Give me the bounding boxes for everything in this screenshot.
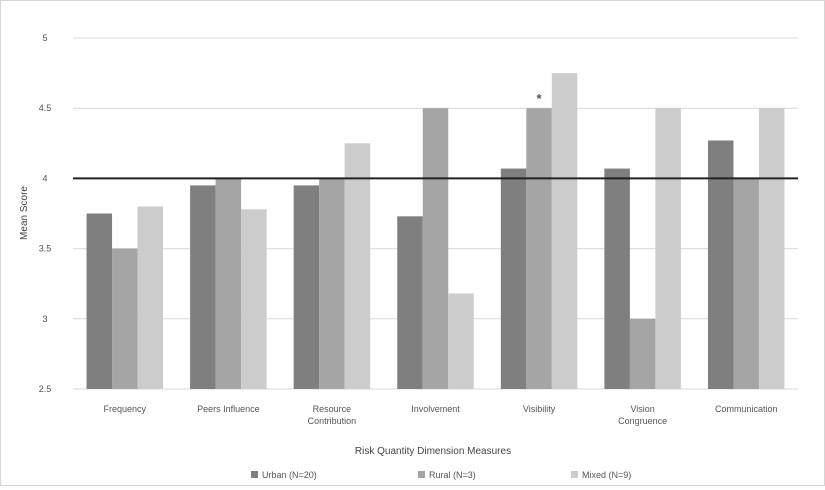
bar-rural-6: [733, 178, 759, 389]
legend-label: Rural (N=3): [429, 470, 476, 480]
legend-swatch: [571, 471, 578, 478]
bar-rural-0: [112, 248, 138, 389]
category-label: Vision Congruence: [618, 404, 667, 426]
category-label: Visibility: [523, 404, 556, 414]
bar-mixed-1: [241, 209, 267, 389]
y-axis-title: Mean Score: [19, 186, 30, 240]
category-label: Communication: [715, 404, 778, 414]
significance-marker: *: [537, 91, 543, 106]
bar-urban-5: [604, 168, 630, 389]
annotations: *: [537, 91, 543, 106]
category-label: Frequency: [104, 404, 147, 414]
legend-label: Urban (N=20): [262, 470, 317, 480]
y-tick-label: 3.5: [39, 244, 52, 254]
bar-mixed-2: [344, 143, 371, 389]
category-label: Peers Influence: [197, 404, 260, 414]
bar-mixed-6: [758, 108, 785, 389]
bar-rural-3: [422, 108, 449, 389]
bar-urban-2: [293, 185, 320, 389]
legend-swatch: [418, 471, 425, 478]
category-label: Involvement: [411, 404, 460, 414]
legend-swatch: [251, 471, 258, 478]
category-label: Resource Contribution: [308, 404, 357, 426]
bar-urban-1: [190, 185, 216, 389]
legend-label: Mixed (N=9): [582, 470, 631, 480]
bar-mixed-0: [137, 206, 164, 389]
bars: [86, 73, 785, 389]
bar-urban-3: [397, 216, 423, 389]
y-axis-ticks: 2.5 3 3.5 4 4.5 5: [39, 33, 52, 394]
y-tick-label: 3: [42, 314, 47, 324]
bar-urban-6: [707, 140, 734, 389]
bar-rural-1: [215, 178, 242, 389]
bar-mixed-5: [655, 108, 681, 389]
y-tick-label: 2.5: [39, 384, 52, 394]
legend: Urban (N=20) Rural (N=3) Mixed (N=9): [251, 470, 631, 480]
y-tick-label: 4.5: [39, 103, 52, 113]
bar-rural-2: [319, 178, 345, 389]
bar-rural-5: [629, 318, 656, 389]
x-axis-title: Risk Quantity Dimension Measures: [355, 446, 511, 457]
bar-urban-0: [86, 213, 113, 389]
bar-rural-4: [526, 108, 552, 389]
bar-urban-4: [500, 168, 527, 389]
y-tick-label: 5: [42, 33, 47, 43]
y-tick-label: 4: [42, 173, 47, 183]
x-axis-categories: Frequency Peers Influence Resource Contribu…: [104, 404, 778, 426]
bar-mixed-3: [448, 293, 474, 389]
bar-mixed-4: [551, 73, 578, 389]
